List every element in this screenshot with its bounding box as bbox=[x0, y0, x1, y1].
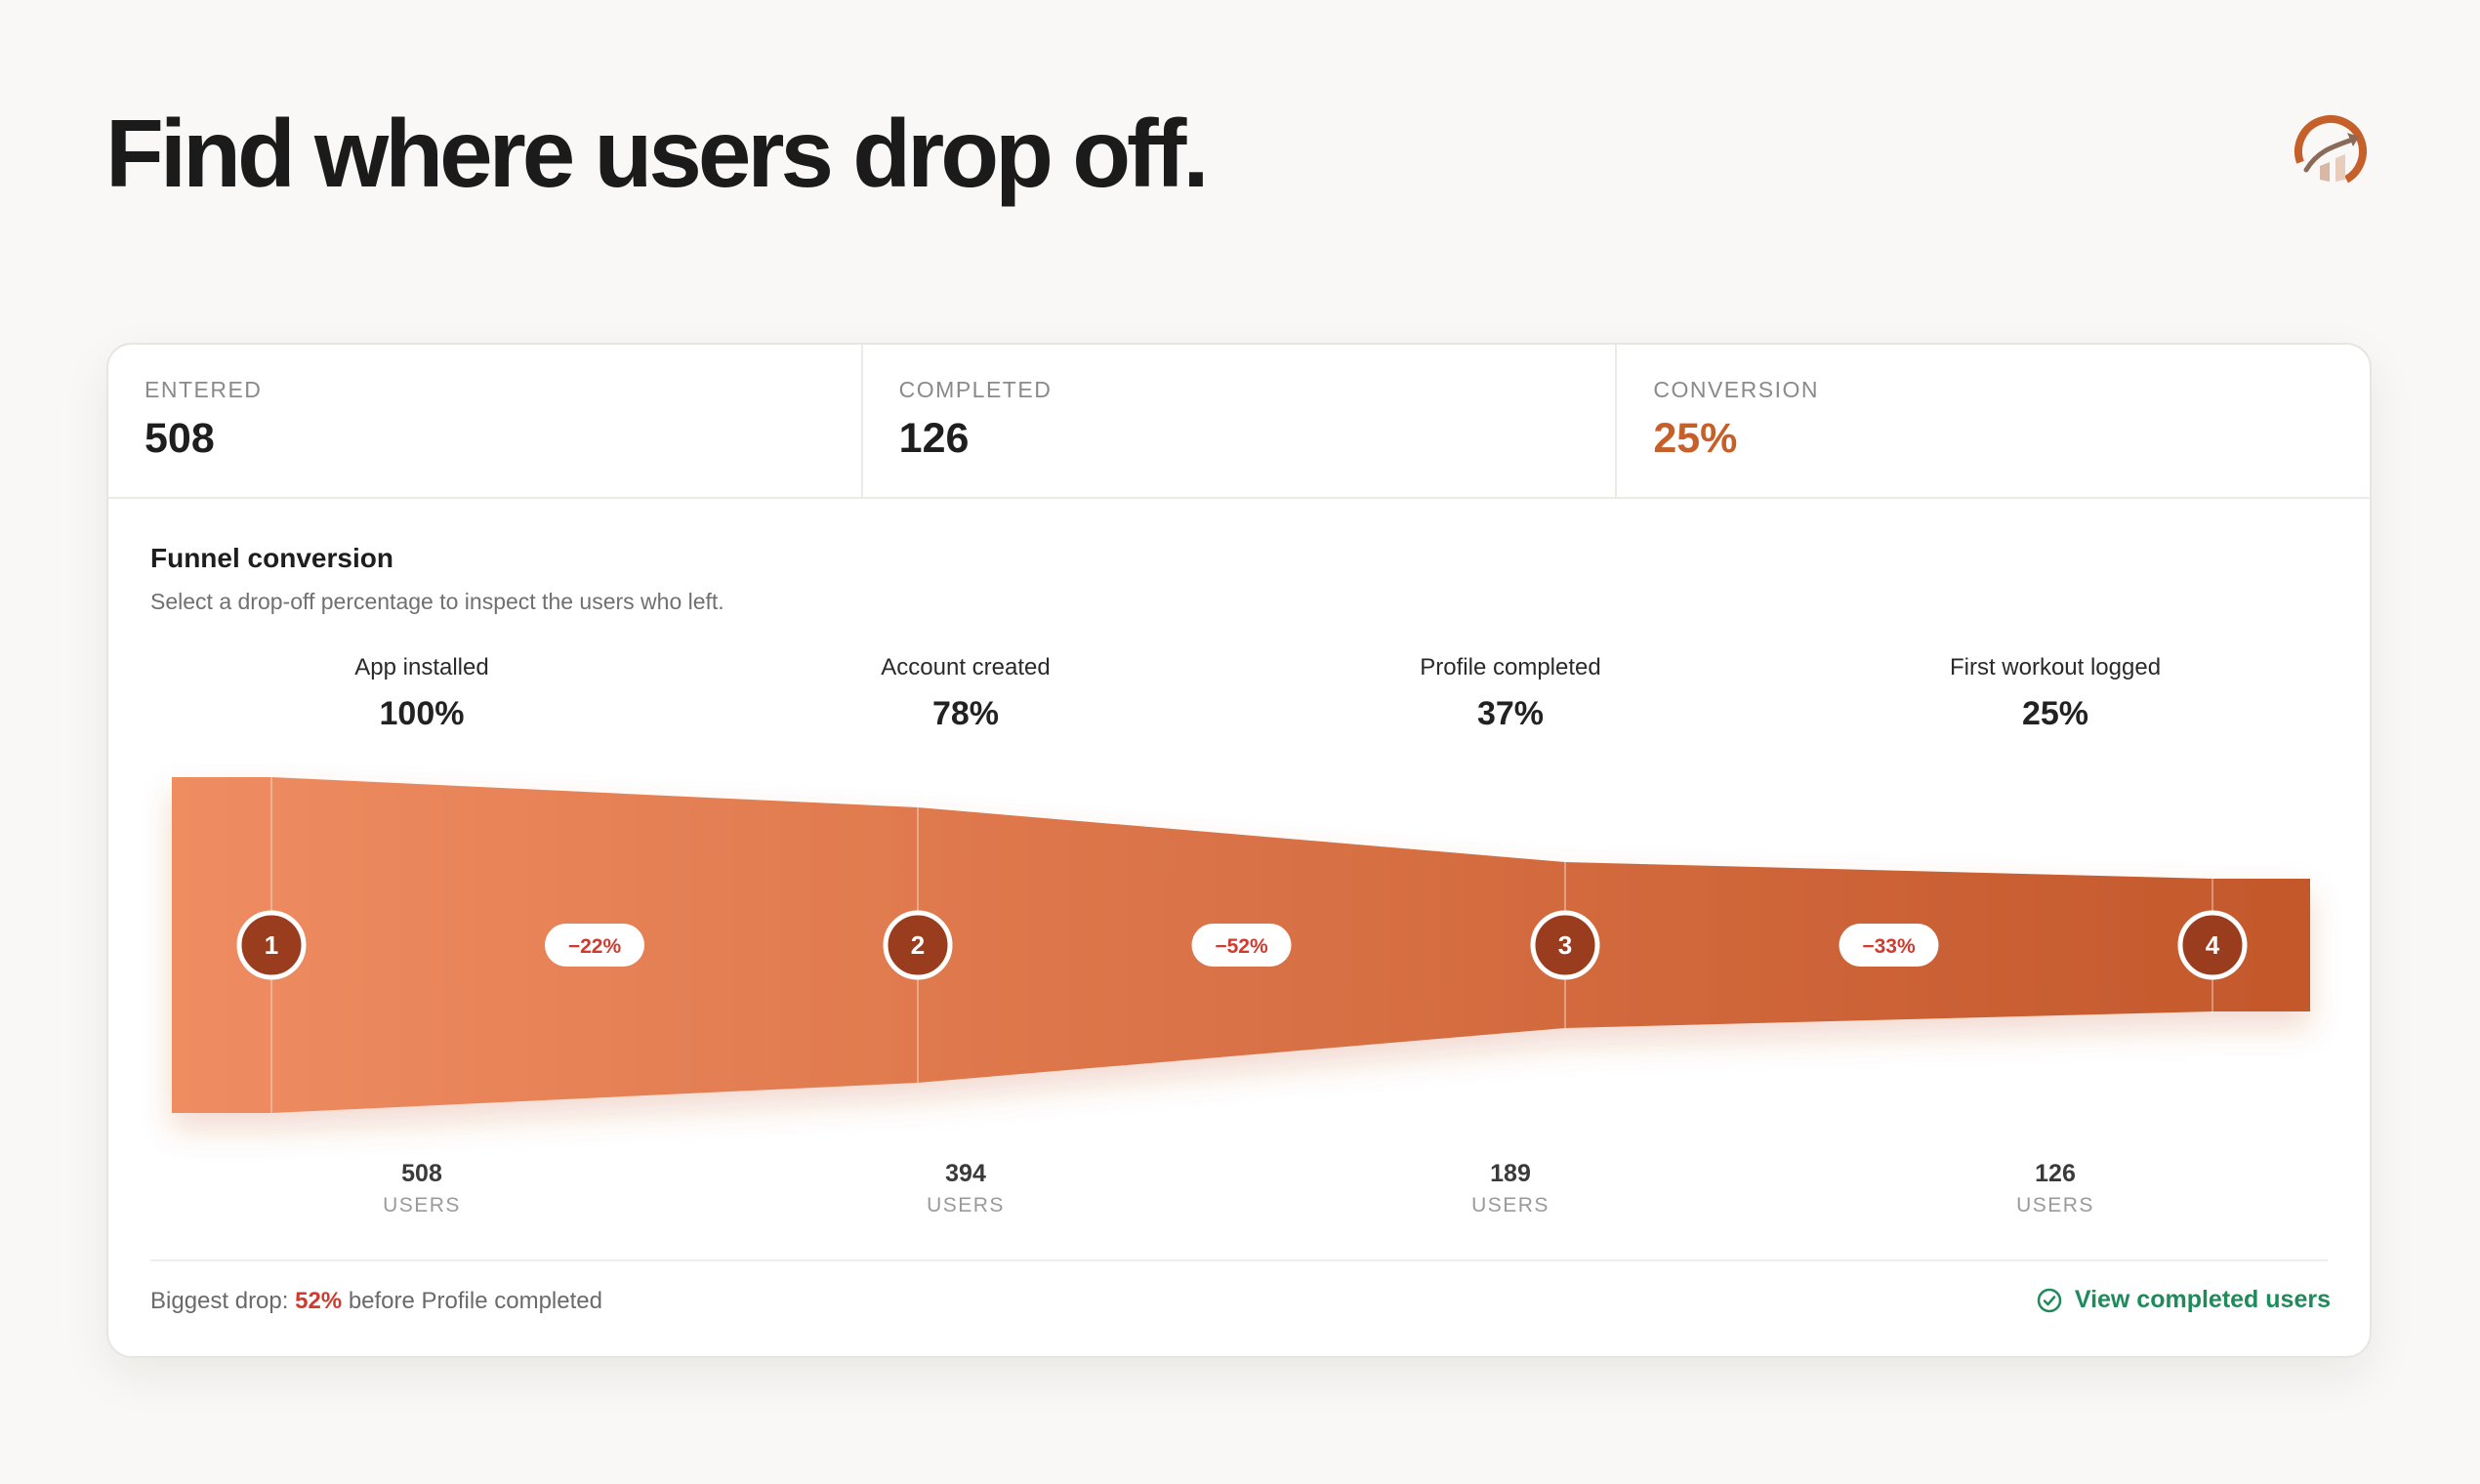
step-name: App installed bbox=[354, 654, 489, 680]
biggest-drop-value: 52% bbox=[295, 1288, 343, 1314]
page-title: Find where users drop off. bbox=[105, 100, 1210, 207]
step-header-4: First workout logged 25% bbox=[1850, 654, 2260, 733]
drop-off-label: −33% bbox=[1862, 935, 1916, 958]
step-user-count: 394 bbox=[945, 1160, 986, 1187]
step-user-unit: USERS bbox=[927, 1194, 1005, 1216]
step-percent: 78% bbox=[931, 695, 1000, 732]
step-percent: 25% bbox=[2021, 695, 2089, 732]
stat-label: COMPLETED bbox=[898, 377, 1053, 402]
drop-off-label: −22% bbox=[568, 935, 622, 958]
step-user-count: 189 bbox=[1490, 1160, 1531, 1187]
drop-off-pill-bg bbox=[1839, 924, 1939, 967]
step-marker-circle bbox=[236, 910, 307, 980]
step-name: First workout logged bbox=[1949, 654, 2162, 680]
view-completed-users-label: View completed users bbox=[2074, 1286, 2331, 1313]
logo-icon bbox=[2294, 115, 2367, 187]
step-marker-circle bbox=[1530, 910, 1600, 980]
stat-completed: COMPLETED 126 bbox=[860, 345, 1616, 497]
step-footer-3: 189 USERS bbox=[1364, 1160, 1657, 1217]
step-percent: 37% bbox=[1476, 695, 1545, 732]
step-user-unit: USERS bbox=[2016, 1194, 2094, 1216]
biggest-drop-note: Biggest drop: 52% before Profile complet… bbox=[150, 1288, 602, 1315]
step-footer-2: 394 USERS bbox=[819, 1160, 1112, 1217]
drop-off-pill-3[interactable]: −33% bbox=[1839, 924, 1939, 967]
stat-value: 25% bbox=[1653, 415, 1738, 462]
stat-value: 508 bbox=[145, 415, 215, 462]
stat-label: ENTERED bbox=[145, 377, 263, 402]
step-user-unit: USERS bbox=[1471, 1194, 1550, 1216]
funnel-subtitle: Select a drop-off percentage to inspect … bbox=[150, 589, 724, 614]
funnel-card: ENTERED 508 COMPLETED 126 CONVERSION 25%… bbox=[106, 343, 2372, 1358]
step-header-1: App installed 100% bbox=[217, 654, 627, 733]
step-footer-1: 508 USERS bbox=[275, 1160, 568, 1217]
step-number: 3 bbox=[1558, 930, 1572, 960]
step-user-count: 126 bbox=[2035, 1160, 2076, 1187]
biggest-drop-prefix: Biggest drop: bbox=[150, 1288, 289, 1314]
stat-conversion: CONVERSION 25% bbox=[1615, 345, 2370, 497]
drop-off-pill-1[interactable]: −22% bbox=[545, 924, 644, 967]
drop-off-pill-bg bbox=[1191, 924, 1292, 967]
step-marker-4: 4 bbox=[2177, 910, 2248, 980]
step-user-count: 508 bbox=[401, 1160, 442, 1187]
stats-row: ENTERED 508 COMPLETED 126 CONVERSION 25% bbox=[108, 345, 2370, 499]
step-number: 2 bbox=[911, 930, 925, 960]
funnel-title: Funnel conversion bbox=[150, 543, 393, 573]
stat-value: 126 bbox=[898, 415, 970, 462]
drop-off-pill-2[interactable]: −52% bbox=[1191, 924, 1292, 967]
step-user-unit: USERS bbox=[383, 1194, 461, 1216]
stat-label: CONVERSION bbox=[1653, 377, 1819, 402]
drop-off-label: −52% bbox=[1215, 935, 1268, 958]
step-name: Profile completed bbox=[1420, 654, 1601, 680]
step-footer-4: 126 USERS bbox=[1909, 1160, 2202, 1217]
step-header-2: Account created 78% bbox=[761, 654, 1171, 733]
view-completed-users-link[interactable]: View completed users bbox=[2036, 1286, 2331, 1314]
check-circle-icon bbox=[2037, 1288, 2062, 1312]
footer-divider bbox=[150, 1259, 2328, 1261]
step-marker-3: 3 bbox=[1530, 910, 1600, 980]
step-number: 1 bbox=[265, 930, 278, 960]
step-name: Account created bbox=[881, 654, 1051, 680]
step-marker-circle bbox=[883, 910, 953, 980]
funnel-chart: −22% −52% −33% 1 2 3 4 bbox=[172, 777, 2310, 1113]
drop-off-pill-bg bbox=[545, 924, 644, 967]
step-header-3: Profile completed 37% bbox=[1305, 654, 1715, 733]
step-marker-circle bbox=[2177, 910, 2248, 980]
stat-entered: ENTERED 508 bbox=[108, 345, 861, 497]
step-percent: 100% bbox=[379, 695, 465, 732]
step-marker-1: 1 bbox=[236, 910, 307, 980]
step-marker-2: 2 bbox=[883, 910, 953, 980]
biggest-drop-suffix: before Profile completed bbox=[348, 1288, 602, 1314]
step-number: 4 bbox=[2206, 930, 2220, 960]
